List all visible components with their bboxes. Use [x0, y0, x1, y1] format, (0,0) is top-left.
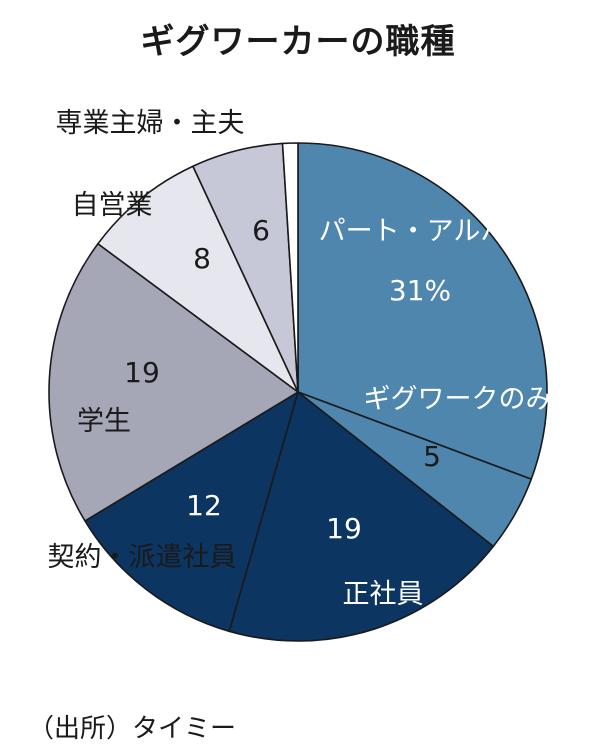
slice-value-label-5: 8 [193, 242, 211, 275]
slice-value-label-4: 19 [124, 356, 160, 389]
pie-slices [48, 142, 548, 642]
slice-value-label-1: 5 [423, 440, 441, 473]
slice-value-label-0: 31% [389, 274, 451, 307]
slice-category-label-0: パート・アルバイト [319, 216, 562, 247]
slice-category-label-3: 契約・派遣社員 [48, 542, 237, 573]
pie-labels: パート・アルバイト 31% ギグワークのみ 5 正社員 19 契約・派遣社員 12 学生 19 自営… [48, 108, 562, 610]
slice-category-label-5: 自営業 [72, 190, 153, 221]
slice-category-label-4: 学生 [77, 406, 131, 437]
slice-category-label-6: 専業主婦・主夫 [56, 108, 245, 139]
slice-value-label-6: 6 [252, 214, 270, 247]
pie-slice-4 [48, 242, 299, 522]
pie-slice-7 [281, 142, 299, 393]
slice-value-label-3: 12 [186, 489, 222, 522]
pie-slice-5 [97, 165, 299, 393]
slice-category-label-1: ギグワークのみ [364, 384, 553, 415]
slice-value-label-2: 19 [326, 512, 362, 545]
pie-slice-0 [297, 142, 548, 480]
slice-category-label-2: 正社員 [343, 579, 424, 610]
source-note: （出所）タイミー [28, 714, 237, 744]
chart-title: ギグワーカーの職種 [140, 22, 456, 62]
pie-slice-2 [228, 391, 495, 642]
pie-slice-3 [84, 391, 299, 633]
